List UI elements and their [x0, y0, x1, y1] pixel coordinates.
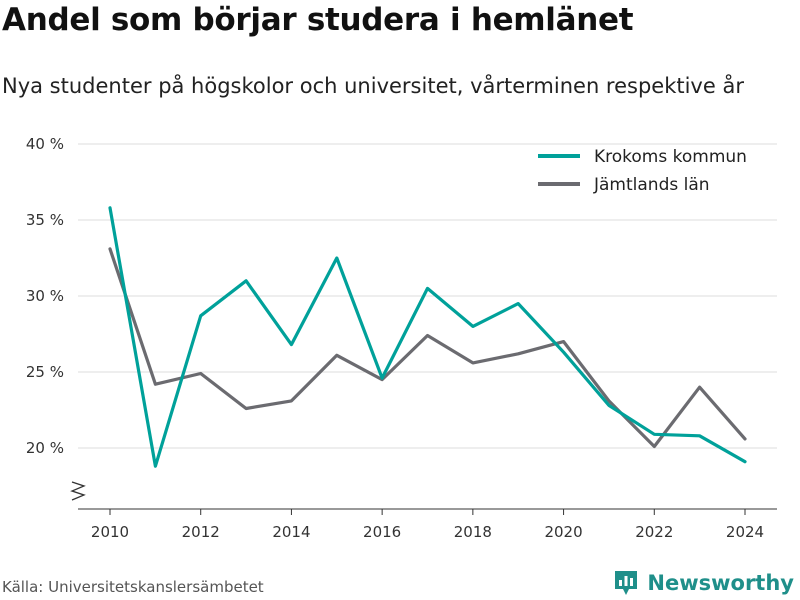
chart-subtitle: Nya studenter på högskolor och universit…	[2, 74, 744, 98]
brand-name: Newsworthy	[647, 571, 794, 595]
series-lines	[108, 206, 747, 468]
brand[interactable]: Newsworthy	[613, 568, 794, 598]
legend: Krokoms kommun Jämtlands län	[538, 147, 747, 195]
y-axis-break-icon	[70, 481, 86, 501]
x-tick-label: 2010	[91, 523, 129, 541]
series-line-0	[108, 206, 747, 468]
grid-lines	[78, 143, 777, 449]
axes: 20 % 25 % 30 % 35 % 40 % 2010 2012 2014 2016 2018…	[26, 135, 777, 541]
y-tick-label: 40 %	[26, 135, 64, 153]
x-tick-label: 2020	[544, 523, 582, 541]
newsworthy-logo-icon	[615, 571, 638, 595]
y-tick-label: 35 %	[26, 211, 64, 229]
x-tick-label: 2024	[726, 523, 764, 541]
x-tick-label: 2022	[635, 523, 673, 541]
series-line-1	[108, 247, 747, 449]
x-tick-label: 2016	[363, 523, 401, 541]
legend-label: Krokoms kommun	[594, 147, 747, 167]
y-tick-label: 25 %	[26, 363, 64, 381]
y-tick-label: 30 %	[26, 287, 64, 305]
x-tick-label: 2018	[454, 523, 492, 541]
x-tick-label: 2014	[272, 523, 310, 541]
x-tick-label: 2012	[182, 523, 220, 541]
source-note: Källa: Universitetskanslersämbetet	[2, 578, 264, 596]
legend-label: Jämtlands län	[593, 175, 710, 195]
y-tick-label: 20 %	[26, 439, 64, 457]
chart-title: Andel som börjar studera i hemlänet	[2, 2, 634, 38]
